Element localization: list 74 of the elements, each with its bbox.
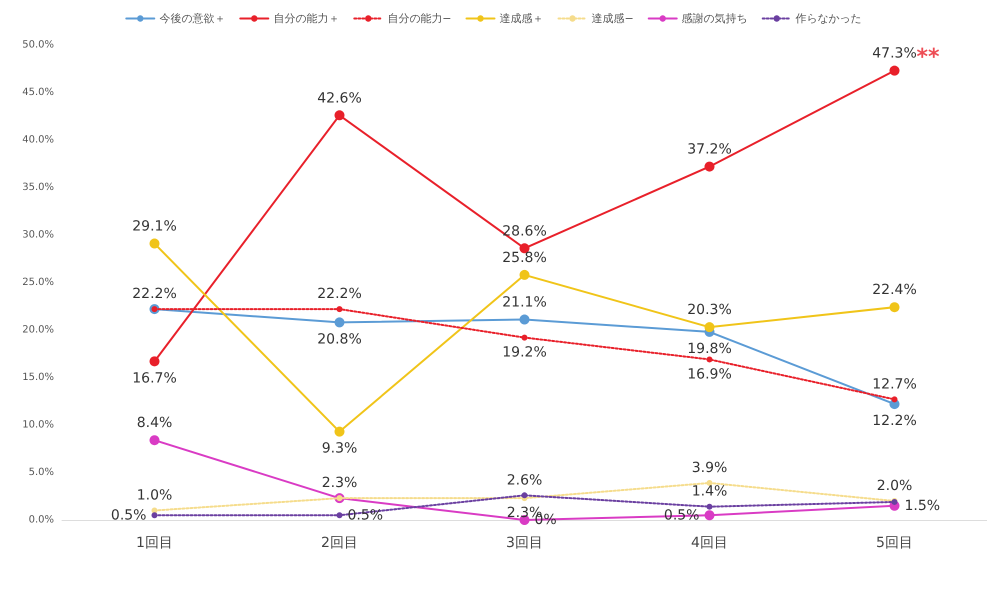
point [334,317,344,328]
data-label: 1.0% [136,488,172,504]
point [706,504,712,510]
point [336,306,342,312]
x-tick-label: 1回目 [136,535,173,551]
legend-label: 自分の能力＋ [273,12,340,25]
data-label: 22.2% [317,286,362,302]
data-label: 2.3% [322,475,358,492]
point [334,426,344,437]
y-tick-label: 10.0% [22,420,54,430]
y-tick-label: 20.0% [22,324,54,336]
y-tick-label: 5.0% [28,467,54,478]
point [520,270,530,280]
data-label: 0.5% [110,507,146,524]
data-label: 22.4% [872,282,917,298]
point [522,492,528,498]
data-label: 16.9% [687,366,732,382]
data-label: 8.4% [136,415,172,432]
y-tick-label: 0.0% [28,514,54,526]
point [704,510,714,520]
data-label: 1.4% [692,484,728,500]
point [150,238,160,249]
legend-label: 達成感− [592,12,634,25]
annotation: ** [916,45,940,70]
legend-label: 感謝の気持ち [682,12,748,25]
data-label: 28.6% [502,223,547,240]
data-label: 37.2% [687,142,732,158]
point [890,302,900,312]
point [520,314,530,325]
data-label: 25.8% [502,250,547,266]
x-tick-label: 2回目 [321,535,358,551]
data-label: 1.5% [904,498,940,514]
y-tick-label: 45.0% [22,87,54,98]
legend-label: 自分の能力− [387,12,452,25]
point [704,162,714,172]
point [890,66,900,76]
point [704,322,714,332]
legend-label: 達成感＋ [500,12,544,25]
legend-label: 作らなかった [794,12,862,25]
y-tick-label: 50.0% [22,40,54,50]
point [150,356,160,366]
point [152,508,158,514]
data-label: 9.3% [322,440,358,457]
x-tick-label: 3回目 [506,535,543,551]
x-tick-label: 4回目 [691,535,728,551]
data-label: 47.3% [872,46,917,62]
data-label: 22.2% [132,286,177,302]
point [334,110,344,120]
data-label: 2.0% [876,478,912,494]
data-label: 12.7% [872,376,917,392]
legend-label: 今後の意欲＋ [159,12,226,25]
x-tick-label: 5回目 [876,535,913,551]
point [150,435,160,446]
data-label: 3.9% [692,460,728,476]
point [706,356,712,362]
data-label: 19.8% [687,340,732,357]
point [892,396,898,402]
data-label: 42.6% [317,90,362,106]
y-tick-label: 35.0% [22,182,54,193]
data-label: 2.6% [506,472,542,488]
y-tick-label: 25.0% [22,277,54,288]
data-label: 19.2% [502,344,547,361]
data-label: 29.1% [132,218,177,235]
point [522,334,528,341]
y-tick-label: 40.0% [22,134,54,146]
data-label: 20.8% [317,331,362,348]
data-label: 16.7% [132,370,177,386]
y-tick-label: 15.0% [22,372,54,383]
point [152,512,158,518]
data-label: 20.3% [687,302,732,318]
data-label: 12.2% [872,413,917,430]
point [336,512,342,518]
data-label: 21.1% [502,294,547,311]
y-tick-label: 30.0% [22,230,54,240]
